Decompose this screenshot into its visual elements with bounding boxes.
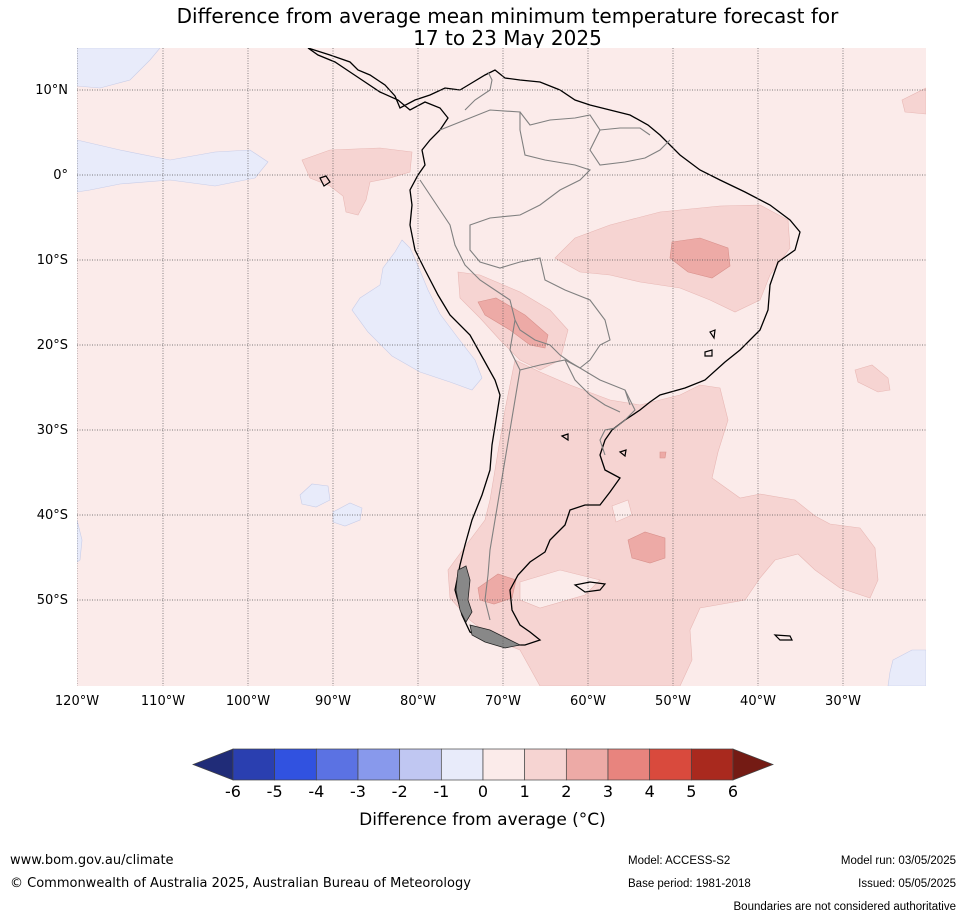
colorbar-segment <box>232 748 276 781</box>
colorbar-segment <box>690 748 734 781</box>
copyright-notice: © Commonwealth of Australia 2025, Austra… <box>10 876 471 891</box>
colorbar-tick-label: -1 <box>433 782 450 801</box>
colorbar-tick-label: 2 <box>561 782 572 801</box>
lon-label-30w: 30°W <box>825 694 861 709</box>
lon-label-110w: 110°W <box>140 694 186 709</box>
colorbar-arrow-low <box>192 748 234 781</box>
colorbar-segment <box>565 748 609 781</box>
map-title-line2: 17 to 23 May 2025 <box>413 26 602 50</box>
colorbar-label: Difference from average (°C) <box>359 810 606 830</box>
colorbar-tick-label: -6 <box>225 782 241 801</box>
colorbar-tick-label: -2 <box>391 782 408 801</box>
colorbar-segment <box>357 748 401 781</box>
country-borders <box>419 71 671 621</box>
colorbar-segment <box>482 748 526 781</box>
lon-label-40w: 40°W <box>740 694 776 709</box>
colorbar-tick-label: 5 <box>686 782 697 801</box>
lat-label-10s: 10°S <box>36 253 68 268</box>
map-title-line1: Difference from average mean minimum tem… <box>176 4 839 28</box>
colorbar-tick-label: -3 <box>350 782 366 801</box>
lat-label-40s: 40°S <box>36 508 68 523</box>
colorbar-arrow-high <box>732 748 774 781</box>
south-georgia <box>773 634 793 641</box>
colorbar-segment <box>274 748 317 781</box>
graticule <box>77 48 926 686</box>
colorbar-tick-label: 3 <box>602 782 614 801</box>
lat-label-20s: 20°S <box>36 338 68 353</box>
colorbar-tick-label: 1 <box>519 782 530 801</box>
lat-label-10n: 10°N <box>35 83 68 98</box>
colorbar-segment <box>649 748 692 781</box>
lon-label-80w: 80°W <box>400 694 436 709</box>
colorbar-segment <box>399 748 442 781</box>
colorbar-segment <box>607 748 651 781</box>
colorbar-tick-label: -5 <box>266 782 283 801</box>
base-period: Base period: 1981-2018 <box>628 878 751 890</box>
lon-label-100w: 100°W <box>225 694 271 709</box>
warm-anomaly-regions-2-3 <box>477 237 731 605</box>
colorbar-tick-label: -4 <box>308 782 325 801</box>
issued-date: Issued: 05/05/2025 <box>858 878 956 890</box>
colorbar-segment <box>315 748 359 781</box>
colorbar-segment <box>524 748 567 781</box>
colorbar-tick-label: 4 <box>644 782 655 801</box>
bom-url: www.bom.gov.au/climate <box>10 853 174 868</box>
lon-label-60w: 60°W <box>570 694 606 709</box>
lat-label-50s: 50°S <box>36 593 68 608</box>
lat-label-0: 0° <box>53 168 68 183</box>
lon-label-90w: 90°W <box>315 694 351 709</box>
model-name: Model: ACCESS-S2 <box>628 855 731 867</box>
colorbar-segment <box>440 748 484 781</box>
lon-label-50w: 50°W <box>655 694 691 709</box>
galapagos-islands <box>319 175 331 187</box>
chilean-archipelago <box>455 565 522 649</box>
falkland-islands <box>573 581 607 593</box>
forecast-map <box>77 48 926 686</box>
boundaries-disclaimer: Boundaries are not considered authoritat… <box>733 901 956 913</box>
lon-label-120w: 120°W <box>54 694 100 709</box>
model-run-date: Model run: 03/05/2025 <box>840 855 956 867</box>
colorbar-tick-label: 6 <box>727 782 739 801</box>
lat-label-30s: 30°S <box>36 423 68 438</box>
cool-anomaly-regions <box>77 48 926 686</box>
colorbar-tick-label: 0 <box>477 782 489 801</box>
south-america-coastline <box>307 48 801 646</box>
lon-label-70w: 70°W <box>485 694 521 709</box>
